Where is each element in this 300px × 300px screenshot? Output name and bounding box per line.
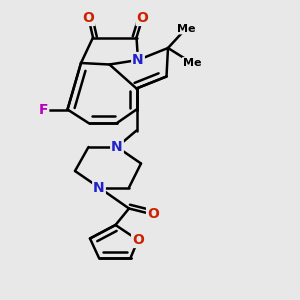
- Text: Me: Me: [183, 58, 201, 68]
- Text: N: N: [93, 181, 105, 194]
- Text: N: N: [132, 53, 144, 67]
- Text: N: N: [111, 140, 123, 154]
- Text: O: O: [82, 11, 94, 25]
- Text: Me: Me: [177, 23, 195, 34]
- Text: O: O: [147, 208, 159, 221]
- Text: O: O: [132, 233, 144, 247]
- Text: F: F: [39, 103, 48, 116]
- Text: O: O: [136, 11, 148, 25]
